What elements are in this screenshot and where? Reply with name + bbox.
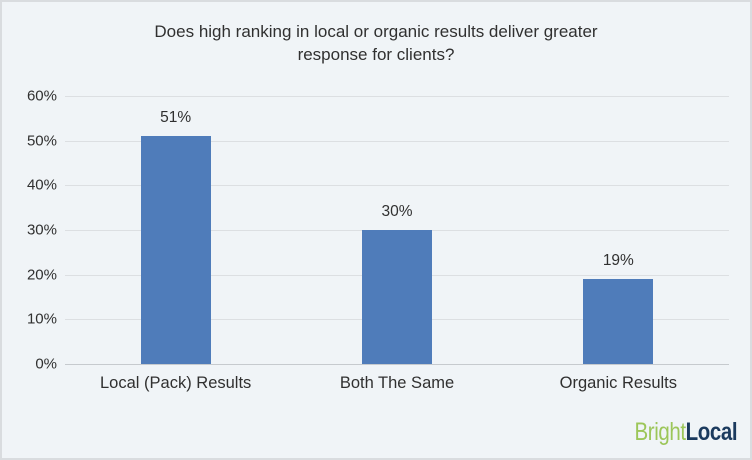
chart-title-line-1: Does high ranking in local or organic re… [154, 22, 598, 41]
y-axis-tick-60%: 60% [26, 87, 57, 105]
x-axis-category-label-1: Local (Pack) Results [100, 374, 252, 392]
y-axis-tick-30%: 30% [26, 221, 57, 239]
y-axis-tick-50%: 50% [26, 132, 57, 150]
logo-text-bright: Bright [634, 418, 686, 446]
bar-3 [583, 279, 654, 364]
plot-area: 0% 10% 20% 30% 40% 50% 60% 51% Local (Pack) Resu… [27, 88, 729, 392]
gridline-0% [65, 364, 729, 365]
y-axis-tick-10%: 10% [26, 310, 57, 328]
x-axis-category-label-3: Organic Results [559, 374, 678, 392]
bar-value-label-3: 19% [602, 252, 634, 270]
bar-2 [362, 230, 432, 364]
chart-title-line-2: response for clients? [297, 45, 455, 64]
logo-text-local: Local [685, 418, 738, 446]
y-axis-tick-20%: 20% [26, 266, 57, 284]
gridline-50% [65, 140, 729, 142]
bar-value-label-2: 30% [381, 203, 413, 220]
gridline-40% [65, 185, 729, 187]
brightlocal-logo: BrightLocal [634, 418, 737, 447]
bar-value-label-1: 51% [160, 109, 192, 127]
y-axis-tick-0%: 0% [35, 355, 57, 373]
y-axis-tick-40%: 40% [26, 176, 57, 194]
x-axis-category-label-2: Both The Same [339, 374, 455, 392]
chart-title: Does high ranking in local or organic re… [2, 20, 750, 66]
gridline-60% [65, 96, 729, 97]
bar-1 [140, 136, 211, 364]
